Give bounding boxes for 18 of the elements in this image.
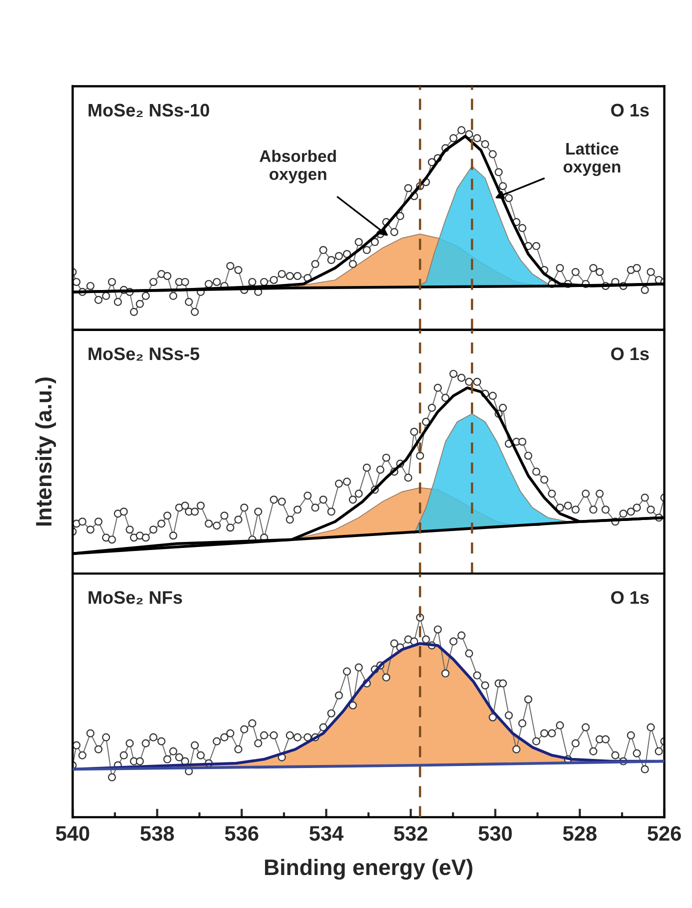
- annotation: Lattice oxygen: [564, 142, 620, 176]
- x-tick-label: 530: [478, 826, 512, 841]
- chart-title: MoSe₂ NFs: [88, 591, 182, 604]
- x-tick-label: 532: [394, 826, 428, 841]
- x-axis-title: Binding energy (eV): [265, 858, 472, 880]
- x-tick-label: 526: [648, 826, 681, 841]
- x-tick-label: 538: [140, 826, 174, 841]
- x-tick-label: 540: [56, 826, 90, 841]
- text: O 1s: [611, 591, 649, 604]
- chart-title: MoSe₂ NSs-5: [88, 347, 200, 361]
- x-tick-label: 534: [309, 826, 344, 841]
- x-tick-label: 528: [563, 826, 597, 841]
- text: O 1s: [611, 347, 649, 360]
- chart-title: MoSe₂ NSs-10: [88, 104, 210, 117]
- text: O 1s: [611, 104, 649, 117]
- annotation: Absorbed oxygen: [260, 150, 336, 184]
- y-axis-title: Intensity (a.u.): [35, 378, 56, 526]
- x-tick-label: 536: [224, 826, 258, 841]
